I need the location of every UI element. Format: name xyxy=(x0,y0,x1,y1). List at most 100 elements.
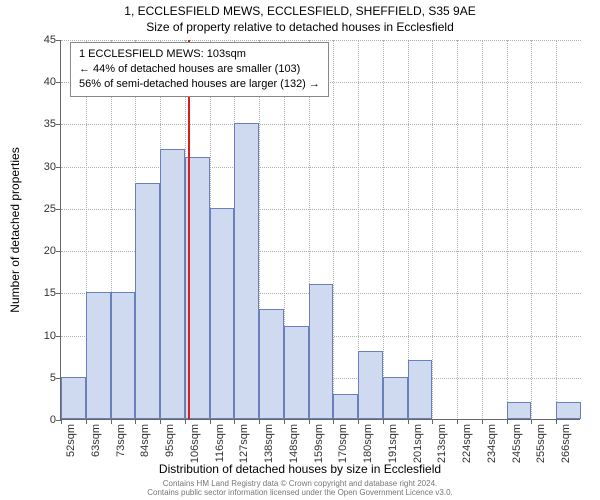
x-tick-label: 127sqm xyxy=(238,424,250,463)
x-tick-label: 191sqm xyxy=(387,424,399,463)
grid-line-v xyxy=(482,40,483,420)
x-tick xyxy=(507,419,508,424)
x-tick xyxy=(333,419,334,424)
marker-line xyxy=(188,40,190,419)
histogram-bar xyxy=(135,183,160,419)
histogram-bar xyxy=(383,377,408,419)
x-tick-label: 234sqm xyxy=(486,424,498,463)
x-tick-label: 180sqm xyxy=(362,424,374,463)
x-tick-label: 170sqm xyxy=(337,424,349,463)
y-tick xyxy=(56,40,61,41)
x-tick-label: 63sqm xyxy=(90,424,102,457)
y-tick-label: 5 xyxy=(26,372,56,384)
grid-line-v xyxy=(457,40,458,420)
y-tick-label: 25 xyxy=(26,203,56,215)
x-tick xyxy=(284,419,285,424)
x-tick-label: 148sqm xyxy=(288,424,300,463)
x-tick xyxy=(111,419,112,424)
grid-line-v xyxy=(556,40,557,420)
histogram-bar xyxy=(259,309,284,419)
x-tick-label: 224sqm xyxy=(461,424,473,463)
histogram-bar xyxy=(358,351,383,419)
y-axis-label: Number of detached properties xyxy=(8,147,22,312)
histogram-bar xyxy=(284,326,309,419)
chart-container: 1, ECCLESFIELD MEWS, ECCLESFIELD, SHEFFI… xyxy=(0,0,600,500)
y-tick xyxy=(56,82,61,83)
x-axis-label: Distribution of detached houses by size … xyxy=(0,462,600,476)
plot-region: 05101520253035404552sqm63sqm73sqm84sqm95… xyxy=(60,40,580,420)
x-tick-label: 84sqm xyxy=(139,424,151,457)
y-tick xyxy=(56,251,61,252)
y-tick xyxy=(56,209,61,210)
x-tick-label: 138sqm xyxy=(263,424,275,463)
histogram-bar xyxy=(61,377,86,419)
grid-line-v xyxy=(432,40,433,420)
x-tick xyxy=(309,419,310,424)
y-tick xyxy=(56,167,61,168)
y-tick-label: 15 xyxy=(26,287,56,299)
footer-line-2: Contains public sector information licen… xyxy=(0,488,600,498)
y-tick-label: 35 xyxy=(26,118,56,130)
y-tick-label: 10 xyxy=(26,330,56,342)
histogram-bar xyxy=(234,123,259,419)
y-tick-label: 0 xyxy=(26,414,56,426)
x-tick xyxy=(383,419,384,424)
x-tick xyxy=(135,419,136,424)
info-line-1: 1 ECCLESFIELD MEWS: 103sqm xyxy=(79,47,320,62)
info-box: 1 ECCLESFIELD MEWS: 103sqm ← 44% of deta… xyxy=(70,42,329,97)
y-tick-label: 45 xyxy=(26,34,56,46)
grid-line-v xyxy=(507,40,508,420)
footer: Contains HM Land Registry data © Crown c… xyxy=(0,479,600,498)
histogram-bar xyxy=(86,292,111,419)
x-tick xyxy=(531,419,532,424)
x-tick-label: 266sqm xyxy=(560,424,572,463)
grid-line-v xyxy=(333,40,334,420)
grid-line-v xyxy=(531,40,532,420)
x-tick xyxy=(482,419,483,424)
histogram-bar xyxy=(210,208,235,419)
histogram-bar xyxy=(160,149,185,419)
histogram-bar xyxy=(408,360,433,419)
y-tick xyxy=(56,336,61,337)
x-tick xyxy=(432,419,433,424)
histogram-bar xyxy=(309,284,334,419)
chart-title-sub: Size of property relative to detached ho… xyxy=(0,20,600,34)
grid-line-v xyxy=(383,40,384,420)
y-tick-label: 30 xyxy=(26,161,56,173)
info-line-3: 56% of semi-detached houses are larger (… xyxy=(79,77,320,92)
chart-title-main: 1, ECCLESFIELD MEWS, ECCLESFIELD, SHEFFI… xyxy=(0,4,600,18)
x-tick-label: 73sqm xyxy=(115,424,127,457)
x-tick xyxy=(358,419,359,424)
grid-line-h xyxy=(61,167,581,168)
x-tick xyxy=(61,419,62,424)
footer-line-1: Contains HM Land Registry data © Crown c… xyxy=(0,479,600,489)
x-tick xyxy=(259,419,260,424)
x-tick-label: 52sqm xyxy=(65,424,77,457)
x-tick-label: 116sqm xyxy=(214,424,226,462)
x-tick xyxy=(408,419,409,424)
histogram-bar xyxy=(333,394,358,419)
x-tick-label: 159sqm xyxy=(313,424,325,463)
y-tick-label: 20 xyxy=(26,245,56,257)
info-line-2: ← 44% of detached houses are smaller (10… xyxy=(79,62,320,77)
y-tick xyxy=(56,124,61,125)
chart-area: 05101520253035404552sqm63sqm73sqm84sqm95… xyxy=(60,40,580,420)
x-tick xyxy=(210,419,211,424)
y-tick-label: 40 xyxy=(26,76,56,88)
histogram-bar xyxy=(507,402,532,419)
x-tick xyxy=(185,419,186,424)
y-tick xyxy=(56,293,61,294)
x-tick xyxy=(160,419,161,424)
x-tick-label: 95sqm xyxy=(164,424,176,457)
grid-line-h xyxy=(61,40,581,41)
x-tick-label: 255sqm xyxy=(535,424,547,463)
histogram-bar xyxy=(556,402,581,419)
x-tick xyxy=(86,419,87,424)
x-tick xyxy=(556,419,557,424)
x-tick-label: 213sqm xyxy=(436,424,448,463)
x-tick-label: 106sqm xyxy=(189,424,201,463)
x-tick xyxy=(457,419,458,424)
x-tick xyxy=(234,419,235,424)
x-tick-label: 245sqm xyxy=(511,424,523,463)
histogram-bar xyxy=(111,292,136,419)
